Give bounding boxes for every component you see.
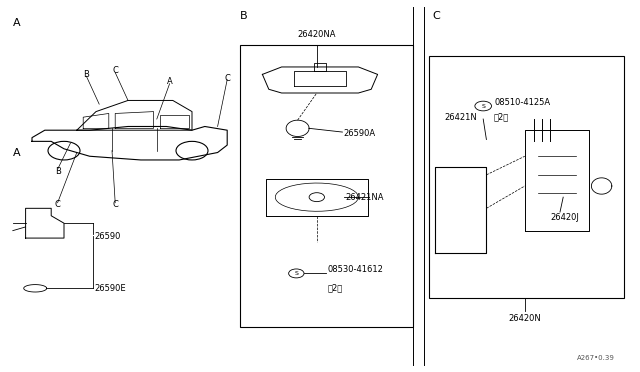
Bar [429,56,624,298]
Text: C: C [54,200,61,209]
Text: 26590: 26590 [94,232,120,241]
Text: 26421NA: 26421NA [346,193,384,202]
Text: C: C [432,10,440,20]
Text: B: B [240,10,248,20]
Text: B: B [54,167,61,176]
Text: A: A [13,18,20,28]
Text: 26590E: 26590E [94,284,125,293]
Text: 08510-4125A: 08510-4125A [494,98,550,107]
Text: A: A [13,148,20,158]
Text: 26420NA: 26420NA [298,30,336,39]
Text: C: C [112,66,118,75]
Text: C: C [112,200,118,209]
Text: 〈2〉: 〈2〉 [494,113,509,122]
Text: C: C [224,74,230,83]
Text: 26421N: 26421N [445,113,477,122]
Text: 08530-41612: 08530-41612 [328,265,383,274]
Text: S: S [294,271,298,276]
Text: 26420N: 26420N [508,314,541,323]
Text: 〈2〉: 〈2〉 [328,284,343,293]
Text: A267•0.39: A267•0.39 [577,355,614,361]
Text: S: S [481,103,485,109]
Text: B: B [83,70,90,79]
Text: 26420J: 26420J [550,213,579,222]
Text: 26590A: 26590A [344,129,376,138]
Bar [240,45,413,327]
Text: A: A [167,77,172,86]
